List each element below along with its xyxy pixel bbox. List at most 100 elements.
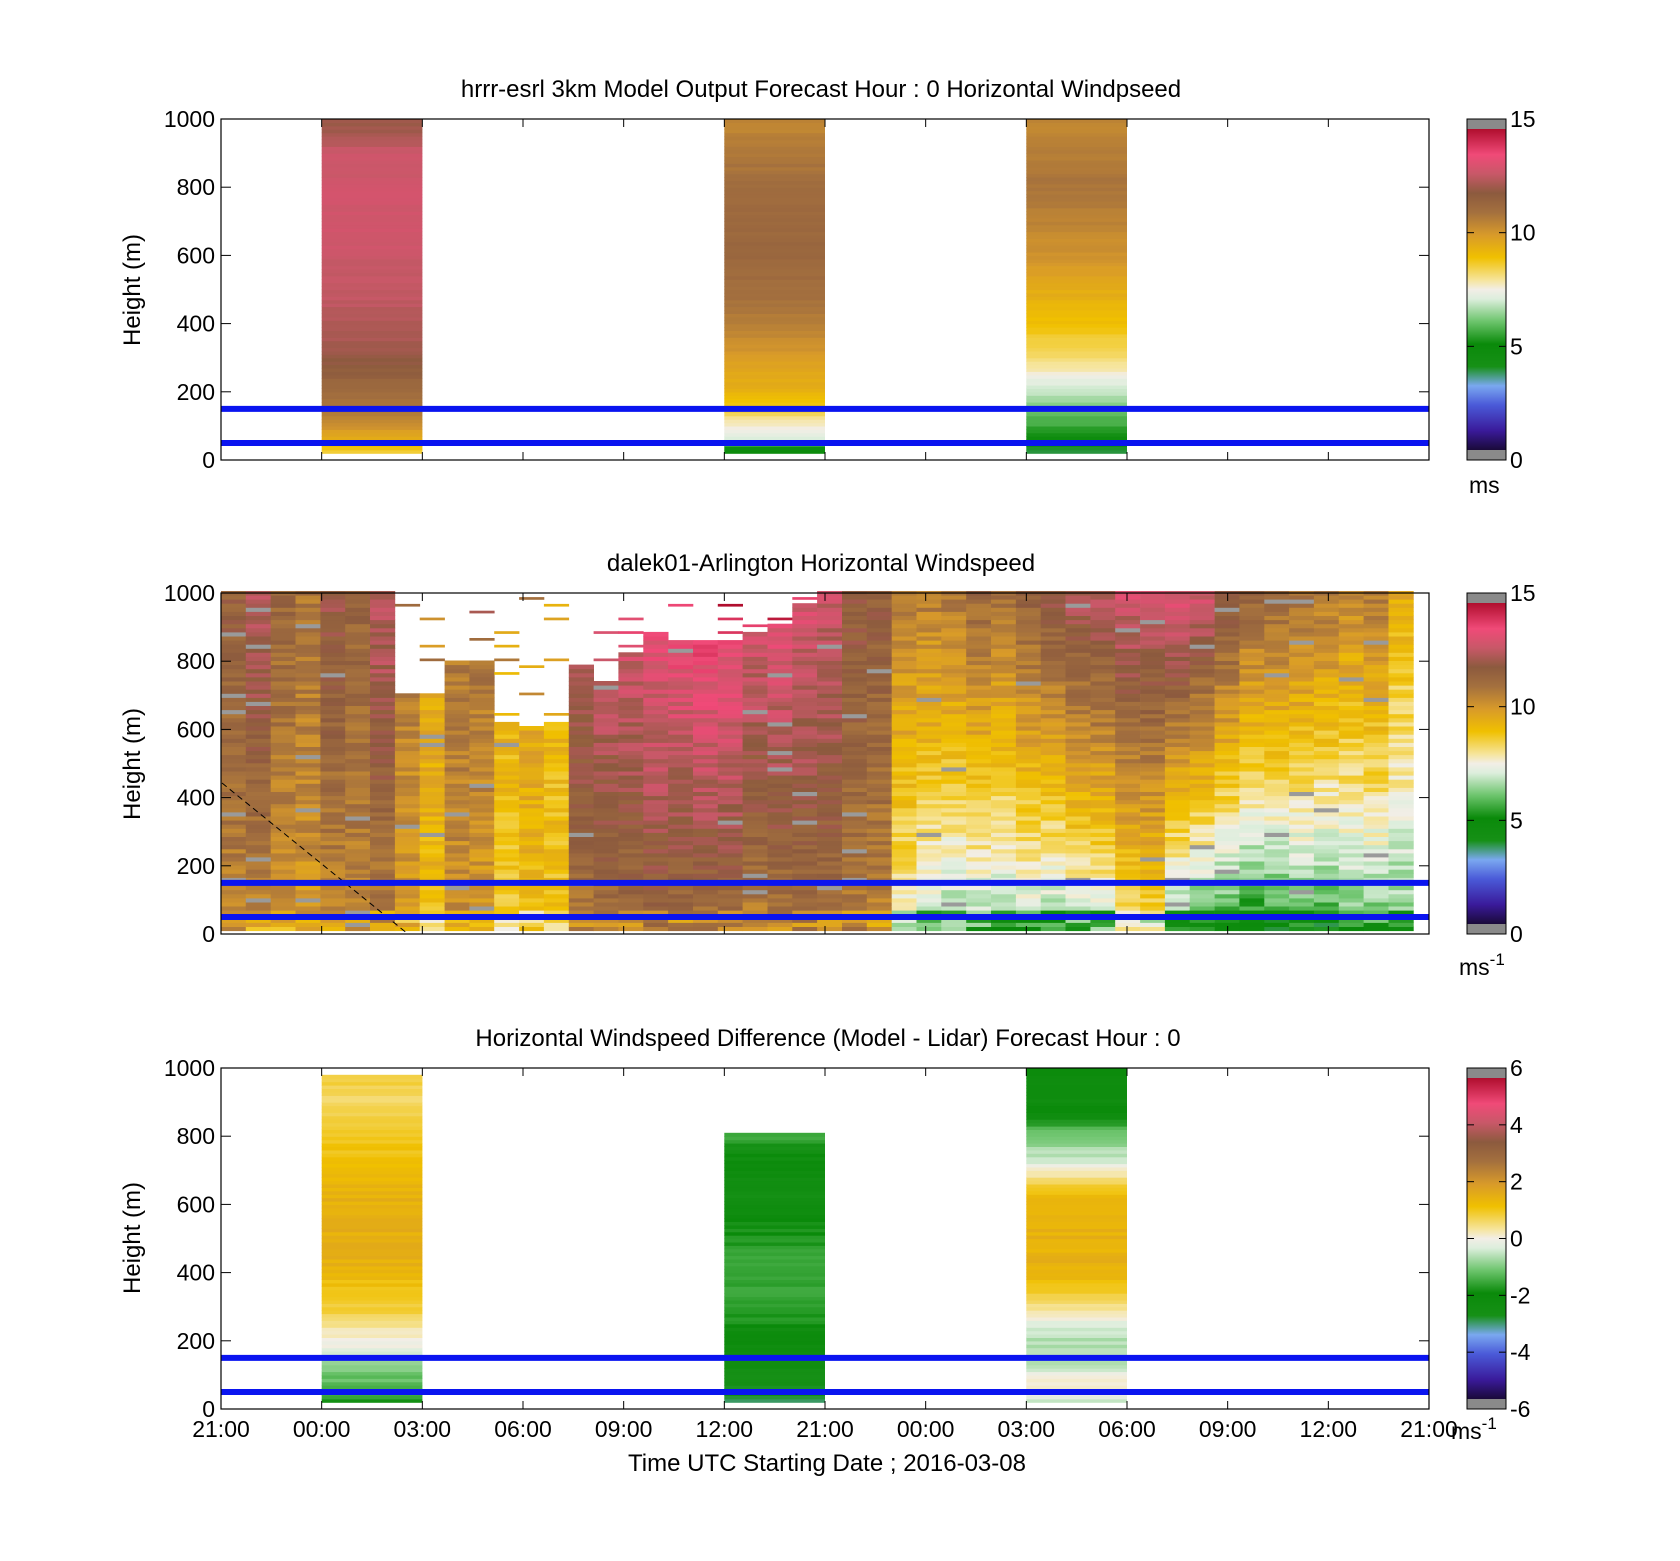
heatmap-cell [370, 734, 396, 739]
heatmap-cell [345, 897, 371, 903]
heatmap-cell [1026, 1143, 1127, 1147]
heatmap-cell [1264, 865, 1290, 870]
heatmap-cell [1338, 713, 1364, 719]
heatmap-cell [717, 717, 743, 723]
heatmap-cell [1015, 856, 1042, 862]
heatmap-cell [1040, 713, 1066, 719]
heatmap-cell [1289, 771, 1315, 776]
heatmap-cell [1090, 623, 1116, 629]
heatmap-cell [221, 918, 247, 923]
heatmap-cell [1189, 787, 1215, 792]
heatmap-cell [1289, 754, 1315, 760]
heatmap-cell [1140, 713, 1166, 719]
heatmap-cell [891, 897, 917, 903]
heatmap-cell [321, 385, 423, 389]
heatmap-cell [320, 619, 346, 625]
heatmap-cell [767, 791, 793, 797]
heatmap-cell [1189, 803, 1215, 809]
heatmap-cell [1289, 672, 1315, 678]
heatmap-cell [724, 412, 825, 417]
heatmap-cell [1065, 885, 1091, 891]
heatmap-cell [270, 607, 296, 612]
heatmap-cell [1065, 791, 1091, 797]
heatmap-cell [1338, 889, 1364, 895]
heatmap-cell [519, 730, 545, 735]
heatmap-cell [1189, 619, 1215, 625]
heatmap-cell [321, 1320, 423, 1325]
heatmap-cell [469, 811, 495, 817]
heatmap-cell [1065, 897, 1091, 903]
heatmap-cell [916, 709, 942, 715]
heatmap-cell [1289, 656, 1315, 661]
heatmap-cell [1040, 889, 1066, 895]
heatmap-cell [321, 425, 423, 430]
heatmap-cell [618, 852, 644, 858]
heatmap-cell [1189, 873, 1215, 878]
heatmap-cell [916, 832, 942, 837]
heatmap-cell [568, 746, 594, 752]
heatmap-cell [941, 869, 967, 874]
heatmap-cell [1214, 861, 1240, 866]
heatmap-cell [1214, 766, 1240, 772]
heatmap-cell [419, 811, 445, 817]
heatmap-cell [295, 631, 321, 637]
heatmap-cell [245, 746, 271, 752]
heatmap-cell [724, 1279, 825, 1284]
heatmap-cell [1065, 668, 1091, 674]
heatmap-cell [842, 775, 868, 780]
heatmap-cell [618, 705, 644, 711]
heatmap-cell [742, 811, 768, 817]
heatmap-cell [724, 1310, 825, 1315]
heatmap-cell [1026, 200, 1127, 205]
heatmap-cell [643, 844, 669, 850]
heatmap-cell [370, 852, 396, 858]
heatmap-cell [618, 709, 644, 715]
heatmap-cell [991, 820, 1017, 825]
x-ticks: 21:00 00:00 03:00 06:00 09:00 12:00 21:00 00:00… [192, 1068, 1458, 1442]
heatmap-cell [245, 607, 271, 612]
heatmap-cell [321, 1149, 423, 1154]
heatmap-cell [1090, 640, 1116, 645]
heatmap-cell [320, 644, 346, 649]
heatmap-cell [866, 865, 892, 870]
heatmap-cell [618, 926, 644, 932]
heatmap-cell [370, 640, 396, 645]
heatmap-cell [742, 721, 768, 727]
heatmap-cell [1189, 807, 1215, 813]
heatmap-cell [543, 873, 570, 878]
heatmap-cell [320, 901, 346, 907]
heatmap-cell [494, 803, 520, 809]
heatmap-cell [568, 681, 594, 686]
heatmap-cell [295, 595, 321, 600]
heatmap-cell [245, 852, 271, 858]
heatmap-cell [1313, 901, 1340, 907]
heatmap-cell [1388, 640, 1414, 645]
heatmap-cell [370, 599, 396, 604]
heatmap-cell [321, 350, 423, 355]
heatmap-cell [991, 697, 1017, 702]
heatmap-cell [221, 783, 247, 788]
heatmap-cell [941, 689, 967, 694]
heatmap-cell [1115, 705, 1141, 711]
heatmap-cell [1264, 631, 1290, 637]
heatmap-cell [1388, 795, 1414, 801]
heatmap-cell [1239, 689, 1265, 694]
heatmap-cell [891, 652, 917, 657]
heatmap-cell [245, 926, 271, 932]
heatmap-cell [724, 436, 825, 441]
heatmap-cell [270, 807, 296, 813]
heatmap-cell [643, 824, 669, 829]
heatmap-cell [891, 701, 917, 706]
heatmap-cell [991, 599, 1017, 604]
heatmap-cell [1026, 1149, 1127, 1154]
heatmap-cell [643, 709, 669, 715]
heatmap-cell [1140, 799, 1166, 805]
heatmap-cell [1338, 738, 1364, 743]
heatmap-cell [469, 746, 495, 752]
heatmap-cell [221, 836, 247, 842]
heatmap-cell [1140, 603, 1166, 608]
heatmap-cell [321, 1330, 423, 1335]
heatmap-cell [1026, 1078, 1127, 1083]
